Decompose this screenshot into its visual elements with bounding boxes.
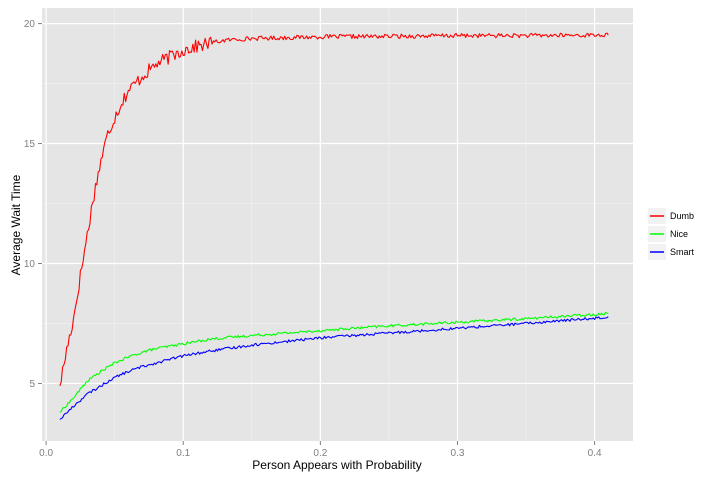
y-axis-title: Average Wait Time bbox=[9, 174, 23, 275]
series-line-nice bbox=[59, 311, 609, 413]
x-tick-label: 0.2 bbox=[313, 448, 327, 459]
y-tick-label: 20 bbox=[24, 19, 36, 30]
y-tick-label: 10 bbox=[24, 259, 36, 270]
series-layer bbox=[59, 32, 609, 420]
legend-label-smart: Smart bbox=[670, 247, 695, 257]
x-tick-label: 0.4 bbox=[588, 448, 602, 459]
plot-panel bbox=[42, 8, 633, 441]
series-line-smart bbox=[59, 316, 609, 420]
y-tick-label: 5 bbox=[29, 379, 35, 390]
x-tick-label: 0.0 bbox=[39, 448, 53, 459]
legend-label-nice: Nice bbox=[670, 229, 688, 239]
x-tick-label: 0.1 bbox=[176, 448, 190, 459]
x-axis-title: Person Appears with Probability bbox=[252, 458, 421, 472]
series-line-dumb bbox=[59, 32, 609, 387]
grid-layer bbox=[42, 8, 633, 441]
y-tick-label: 15 bbox=[24, 139, 36, 150]
legend: Dumb Nice Smart bbox=[648, 208, 695, 260]
tick-layer: 0.0 0.1 0.2 0.3 0.4 5 10 15 20 bbox=[24, 19, 602, 459]
x-tick-label: 0.3 bbox=[451, 448, 465, 459]
legend-label-dumb: Dumb bbox=[670, 211, 694, 221]
